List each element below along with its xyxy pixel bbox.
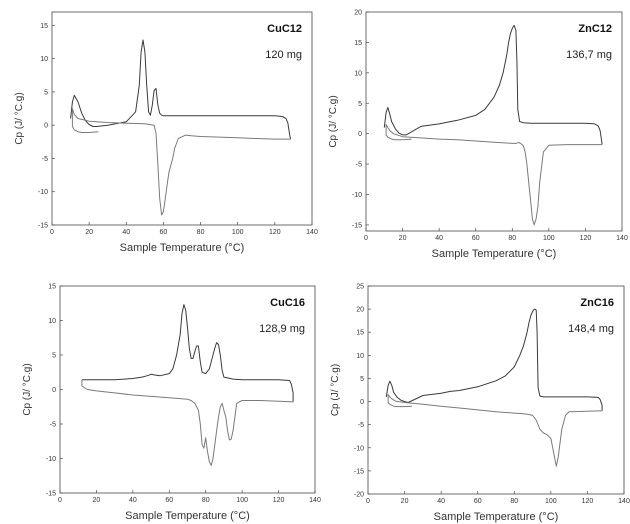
plot-frame	[59, 285, 316, 494]
y-axis-label: Cp (J/ °C.g)	[330, 364, 341, 416]
x-tick-label: 0	[50, 229, 54, 236]
y-tick-label: -20	[354, 492, 364, 499]
y-tick-label: 15	[356, 330, 364, 337]
x-tick-label: 20	[85, 229, 93, 236]
y-tick-label: -5	[42, 156, 48, 163]
y-tick-label: -5	[356, 162, 362, 169]
x-tick-label: 40	[437, 498, 445, 505]
chart-panel: 0 20 40 60 80 100 120 140 -15 -10 -5 0 5 10 15 20 Sample…	[328, 10, 628, 261]
dsc-curve	[383, 24, 603, 145]
dsc-curve	[385, 124, 602, 226]
x-tick-label: 20	[401, 498, 409, 505]
dsc-curve	[70, 39, 292, 140]
x-tick-label: 120	[582, 498, 594, 505]
y-tick-label: 0	[44, 123, 48, 130]
y-tick-label: -15	[38, 223, 48, 230]
y-tick-label: 10	[356, 353, 364, 360]
y-tick-label: 5	[360, 376, 364, 383]
x-tick-label: 20	[93, 497, 101, 504]
x-tick-label: 40	[122, 229, 130, 236]
x-tick-label: 80	[202, 497, 210, 504]
y-axis-label: Cp (J/ °C.g)	[22, 363, 33, 415]
x-tick-label: 120	[580, 235, 592, 242]
sample-label: ZnC16	[580, 297, 614, 309]
x-axis-label: Sample Temperature (°C)	[120, 242, 245, 254]
chart-panel: 0 20 40 60 80 100 120 140 -15 -10 -5 0 5 10 15 Sample T…	[22, 284, 321, 523]
x-tick-label: 60	[160, 229, 168, 236]
y-axis-label: Cp (J/ °C.g)	[14, 92, 25, 144]
y-tick-label: -15	[354, 468, 364, 475]
x-tick-label: 80	[508, 235, 516, 242]
y-tick-label: 20	[356, 307, 364, 314]
y-tick-label: 5	[44, 89, 48, 96]
y-tick-label: 25	[356, 284, 364, 291]
y-tick-label: 10	[48, 318, 56, 325]
y-tick-label: 0	[358, 131, 362, 138]
dsc-curve	[81, 379, 294, 466]
x-tick-label: 40	[435, 235, 443, 242]
dsc-curve	[385, 308, 603, 411]
y-tick-label: -10	[38, 189, 48, 196]
sample-mass-label: 120 mg	[265, 49, 302, 61]
sample-label: ZnC12	[578, 23, 612, 35]
y-tick-label: 15	[40, 23, 48, 30]
x-tick-label: 40	[129, 497, 137, 504]
y-tick-label: 20	[354, 10, 362, 17]
x-tick-label: 100	[543, 235, 555, 242]
x-tick-label: 0	[364, 235, 368, 242]
chart-panel: 0 20 40 60 80 100 120 140 -20 -15 -10 -5 0 5 10 15 20 25 S…	[330, 284, 630, 524]
plot-frame	[367, 285, 625, 495]
x-axis-label: Sample Temperature (°C)	[125, 510, 250, 522]
y-tick-label: -10	[46, 456, 56, 463]
y-tick-label: -5	[358, 422, 364, 429]
y-tick-label: 10	[40, 56, 48, 63]
x-tick-label: 100	[232, 229, 244, 236]
x-tick-label: 100	[545, 498, 557, 505]
x-tick-label: 140	[618, 498, 630, 505]
y-tick-label: -15	[352, 222, 362, 229]
sample-mass-label: 148,4 mg	[568, 323, 614, 335]
y-tick-label: 15	[48, 284, 56, 291]
sample-label: CuC12	[267, 23, 302, 35]
dsc-curve	[71, 108, 291, 216]
y-tick-label: 0	[360, 399, 364, 406]
x-tick-label: 100	[236, 497, 248, 504]
y-axis-label: Cp (J/ °C.g)	[328, 95, 339, 147]
y-tick-label: -15	[46, 491, 56, 498]
x-tick-label: 140	[306, 229, 318, 236]
x-tick-label: 140	[309, 497, 321, 504]
x-tick-label: 60	[165, 497, 173, 504]
x-tick-label: 0	[58, 497, 62, 504]
y-tick-label: 5	[358, 101, 362, 108]
x-tick-label: 80	[197, 229, 205, 236]
sample-mass-label: 128,9 mg	[259, 323, 305, 335]
dsc-curve	[81, 304, 294, 402]
sample-label: CuC16	[270, 297, 305, 309]
x-axis-label: Sample Temperature (°C)	[432, 248, 557, 260]
x-tick-label: 80	[510, 498, 518, 505]
x-tick-label: 140	[616, 235, 628, 242]
x-tick-label: 0	[366, 498, 370, 505]
y-tick-label: -5	[50, 422, 56, 429]
x-axis-label: Sample Temperature (°C)	[434, 511, 559, 523]
y-tick-label: -10	[354, 445, 364, 452]
dsc-curve	[387, 394, 603, 467]
y-tick-label: 10	[354, 70, 362, 77]
plot-frame	[51, 11, 313, 226]
x-tick-label: 120	[273, 497, 285, 504]
x-tick-label: 20	[399, 235, 407, 242]
y-tick-label: 15	[354, 40, 362, 47]
chart-panel: 0 20 40 60 80 100 120 140 -15 -10 -5 0 5 10 15 Sample T…	[14, 11, 318, 254]
y-tick-label: 5	[52, 353, 56, 360]
y-tick-label: 0	[52, 387, 56, 394]
x-tick-label: 120	[269, 229, 281, 236]
x-tick-label: 60	[472, 235, 480, 242]
plot-frame	[365, 11, 623, 232]
y-tick-label: -10	[352, 192, 362, 199]
x-tick-label: 60	[474, 498, 482, 505]
sample-mass-label: 136,7 mg	[566, 49, 612, 61]
